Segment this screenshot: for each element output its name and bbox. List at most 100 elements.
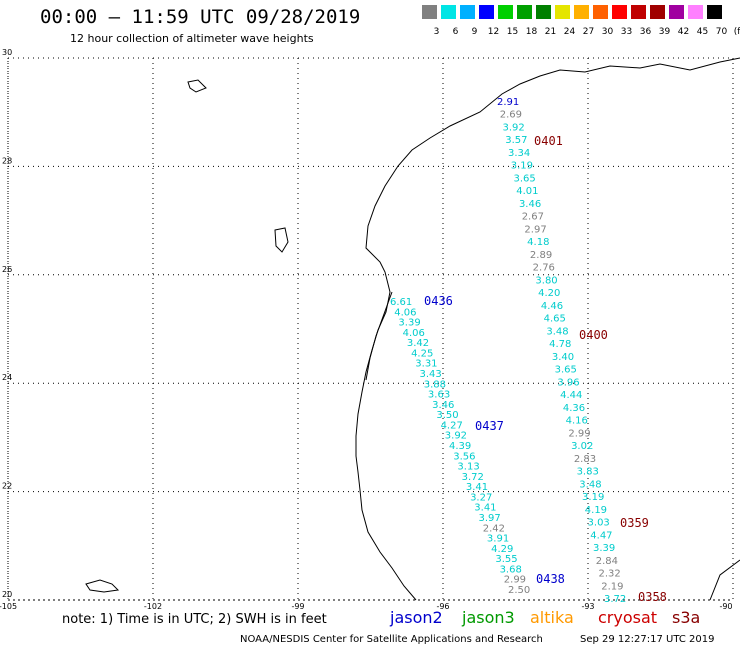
scale-label: 45 — [696, 27, 709, 37]
wave-height-value: 3.42 — [407, 338, 429, 349]
scale-swatch — [631, 5, 646, 19]
scale-label: 6 — [452, 27, 459, 37]
wave-height-value: 4.20 — [538, 288, 560, 299]
wave-height-value: 3.19 — [511, 161, 533, 172]
wave-height-value: 3.48 — [579, 479, 601, 490]
pass-time-label: 0358 — [638, 590, 667, 604]
legend-item-altika: altika — [530, 608, 574, 627]
lat-label: 28 — [2, 156, 12, 165]
wave-height-value: 3.65 — [555, 365, 577, 376]
footnote: note: 1) Time is in UTC; 2) SWH is in fe… — [62, 612, 327, 627]
wave-height-value: 3.46 — [519, 199, 541, 210]
lon-label: -99 — [291, 602, 304, 611]
legend-item-jason3: jason3 — [462, 608, 515, 627]
wave-height-value: 4.16 — [566, 416, 588, 427]
map-frame — [7, 57, 734, 601]
wave-height-value: 4.06 — [394, 307, 416, 318]
scale-label: 39 — [658, 27, 671, 37]
wave-height-value: 3.56 — [453, 451, 475, 462]
wave-height-value: 4.01 — [516, 186, 538, 197]
scale-swatch — [422, 5, 437, 19]
legend-item-cryosat: cryosat — [598, 608, 658, 627]
wave-height-value: 3.72 — [462, 472, 484, 483]
wave-height-value: 2.50 — [508, 585, 530, 596]
wave-height-value: 4.36 — [563, 403, 585, 414]
wave-height-value: 3.55 — [495, 554, 517, 565]
wave-height-value: 2.91 — [497, 97, 519, 108]
wave-height-value: 3.03 — [588, 518, 610, 529]
wave-height-value: 2.67 — [522, 212, 544, 223]
wave-height-value: 4.78 — [549, 339, 571, 350]
wave-height-value: 2.84 — [596, 556, 618, 567]
lagoon-west — [274, 227, 289, 253]
scale-label: 42 — [677, 27, 690, 37]
lat-lon-grid: 30 28 26 24 22 20 -105 -102 -99 -96 -93 -90 — [0, 48, 734, 611]
wave-height-value: 3.48 — [546, 326, 568, 337]
wave-height-value: 2.76 — [533, 263, 555, 274]
altimeter-track-east: 2.912.693.923.573.343.193.654.013.462.67… — [497, 97, 626, 605]
wave-height-value: 3.39 — [398, 318, 420, 329]
wave-height-value: 3.19 — [582, 492, 604, 503]
wave-height-value: 6.61 — [390, 297, 412, 308]
wave-height-value: 3.39 — [593, 543, 615, 554]
lon-label: -105 — [0, 602, 17, 611]
pass-time-label: 0400 — [579, 328, 608, 342]
pass-time-label: 0401 — [534, 134, 563, 148]
pass-time-label: 0438 — [536, 572, 565, 586]
scale-swatch — [517, 5, 532, 19]
scale-label: 27 — [582, 27, 595, 37]
wave-height-value: 3.34 — [508, 148, 530, 159]
scale-label: 21 — [544, 27, 557, 37]
lon-label: -96 — [436, 602, 449, 611]
wave-height-value: 2.69 — [500, 110, 522, 121]
lat-label: 26 — [2, 265, 12, 274]
wave-height-value: 4.25 — [411, 348, 433, 359]
credit-line: NOAA/NESDIS Center for Satellite Applica… — [240, 634, 543, 645]
wave-height-value: 3.57 — [505, 135, 527, 146]
wave-height-value: 4.27 — [441, 420, 463, 431]
lon-label: -93 — [581, 602, 594, 611]
scale-label: (ft) — [733, 27, 740, 37]
scale-label: 15 — [506, 27, 519, 37]
lat-label: 30 — [2, 48, 12, 57]
wave-height-value: 4.29 — [491, 544, 513, 555]
wave-height-value: 2.19 — [601, 581, 623, 592]
wave-height-value: 3.43 — [420, 369, 442, 380]
scale-swatch — [555, 5, 570, 19]
wave-height-value: 3.92 — [445, 431, 467, 442]
island-a — [85, 579, 120, 593]
scale-swatch — [441, 5, 456, 19]
lat-label: 20 — [2, 590, 12, 599]
wave-height-value: 2.83 — [574, 454, 596, 465]
scale-swatch — [707, 5, 722, 19]
altimeter-track-west: 6.614.063.394.063.424.253.313.433.883.63… — [390, 297, 530, 596]
map-subtitle: 12 hour collection of altimeter wave hei… — [70, 32, 314, 45]
scale-label: 24 — [563, 27, 576, 37]
scale-label: 3 — [433, 27, 440, 37]
wave-height-value: 3.72 — [604, 594, 626, 605]
scale-swatch — [650, 5, 665, 19]
wave-height-value: 3.50 — [436, 410, 458, 421]
scale-label: 70 — [715, 27, 728, 37]
wave-height-value: 2.32 — [599, 569, 621, 580]
pass-time-label: 0437 — [475, 419, 504, 433]
wave-height-value: 3.41 — [474, 503, 496, 514]
wave-height-value: 4.44 — [560, 390, 582, 401]
wave-height-value: 3.13 — [457, 462, 479, 473]
scale-swatch — [688, 5, 703, 19]
wave-height-value: 4.65 — [544, 314, 566, 325]
wave-height-value: 4.47 — [590, 530, 612, 541]
lon-label: -90 — [719, 602, 732, 611]
wave-height-value: 3.46 — [432, 400, 454, 411]
timestamp: Sep 29 12:27:17 UTC 2019 — [580, 634, 715, 645]
scale-swatch — [593, 5, 608, 19]
scale-label: 33 — [620, 27, 633, 37]
lat-label: 24 — [2, 373, 12, 382]
wave-height-value: 4.39 — [449, 441, 471, 452]
wave-height-value: 3.27 — [470, 492, 492, 503]
legend-item-jason2: jason2 — [390, 608, 443, 627]
wave-height-value: 2.99 — [568, 428, 590, 439]
wave-height-value: 3.83 — [577, 467, 599, 478]
wave-height-value: 4.46 — [541, 301, 563, 312]
